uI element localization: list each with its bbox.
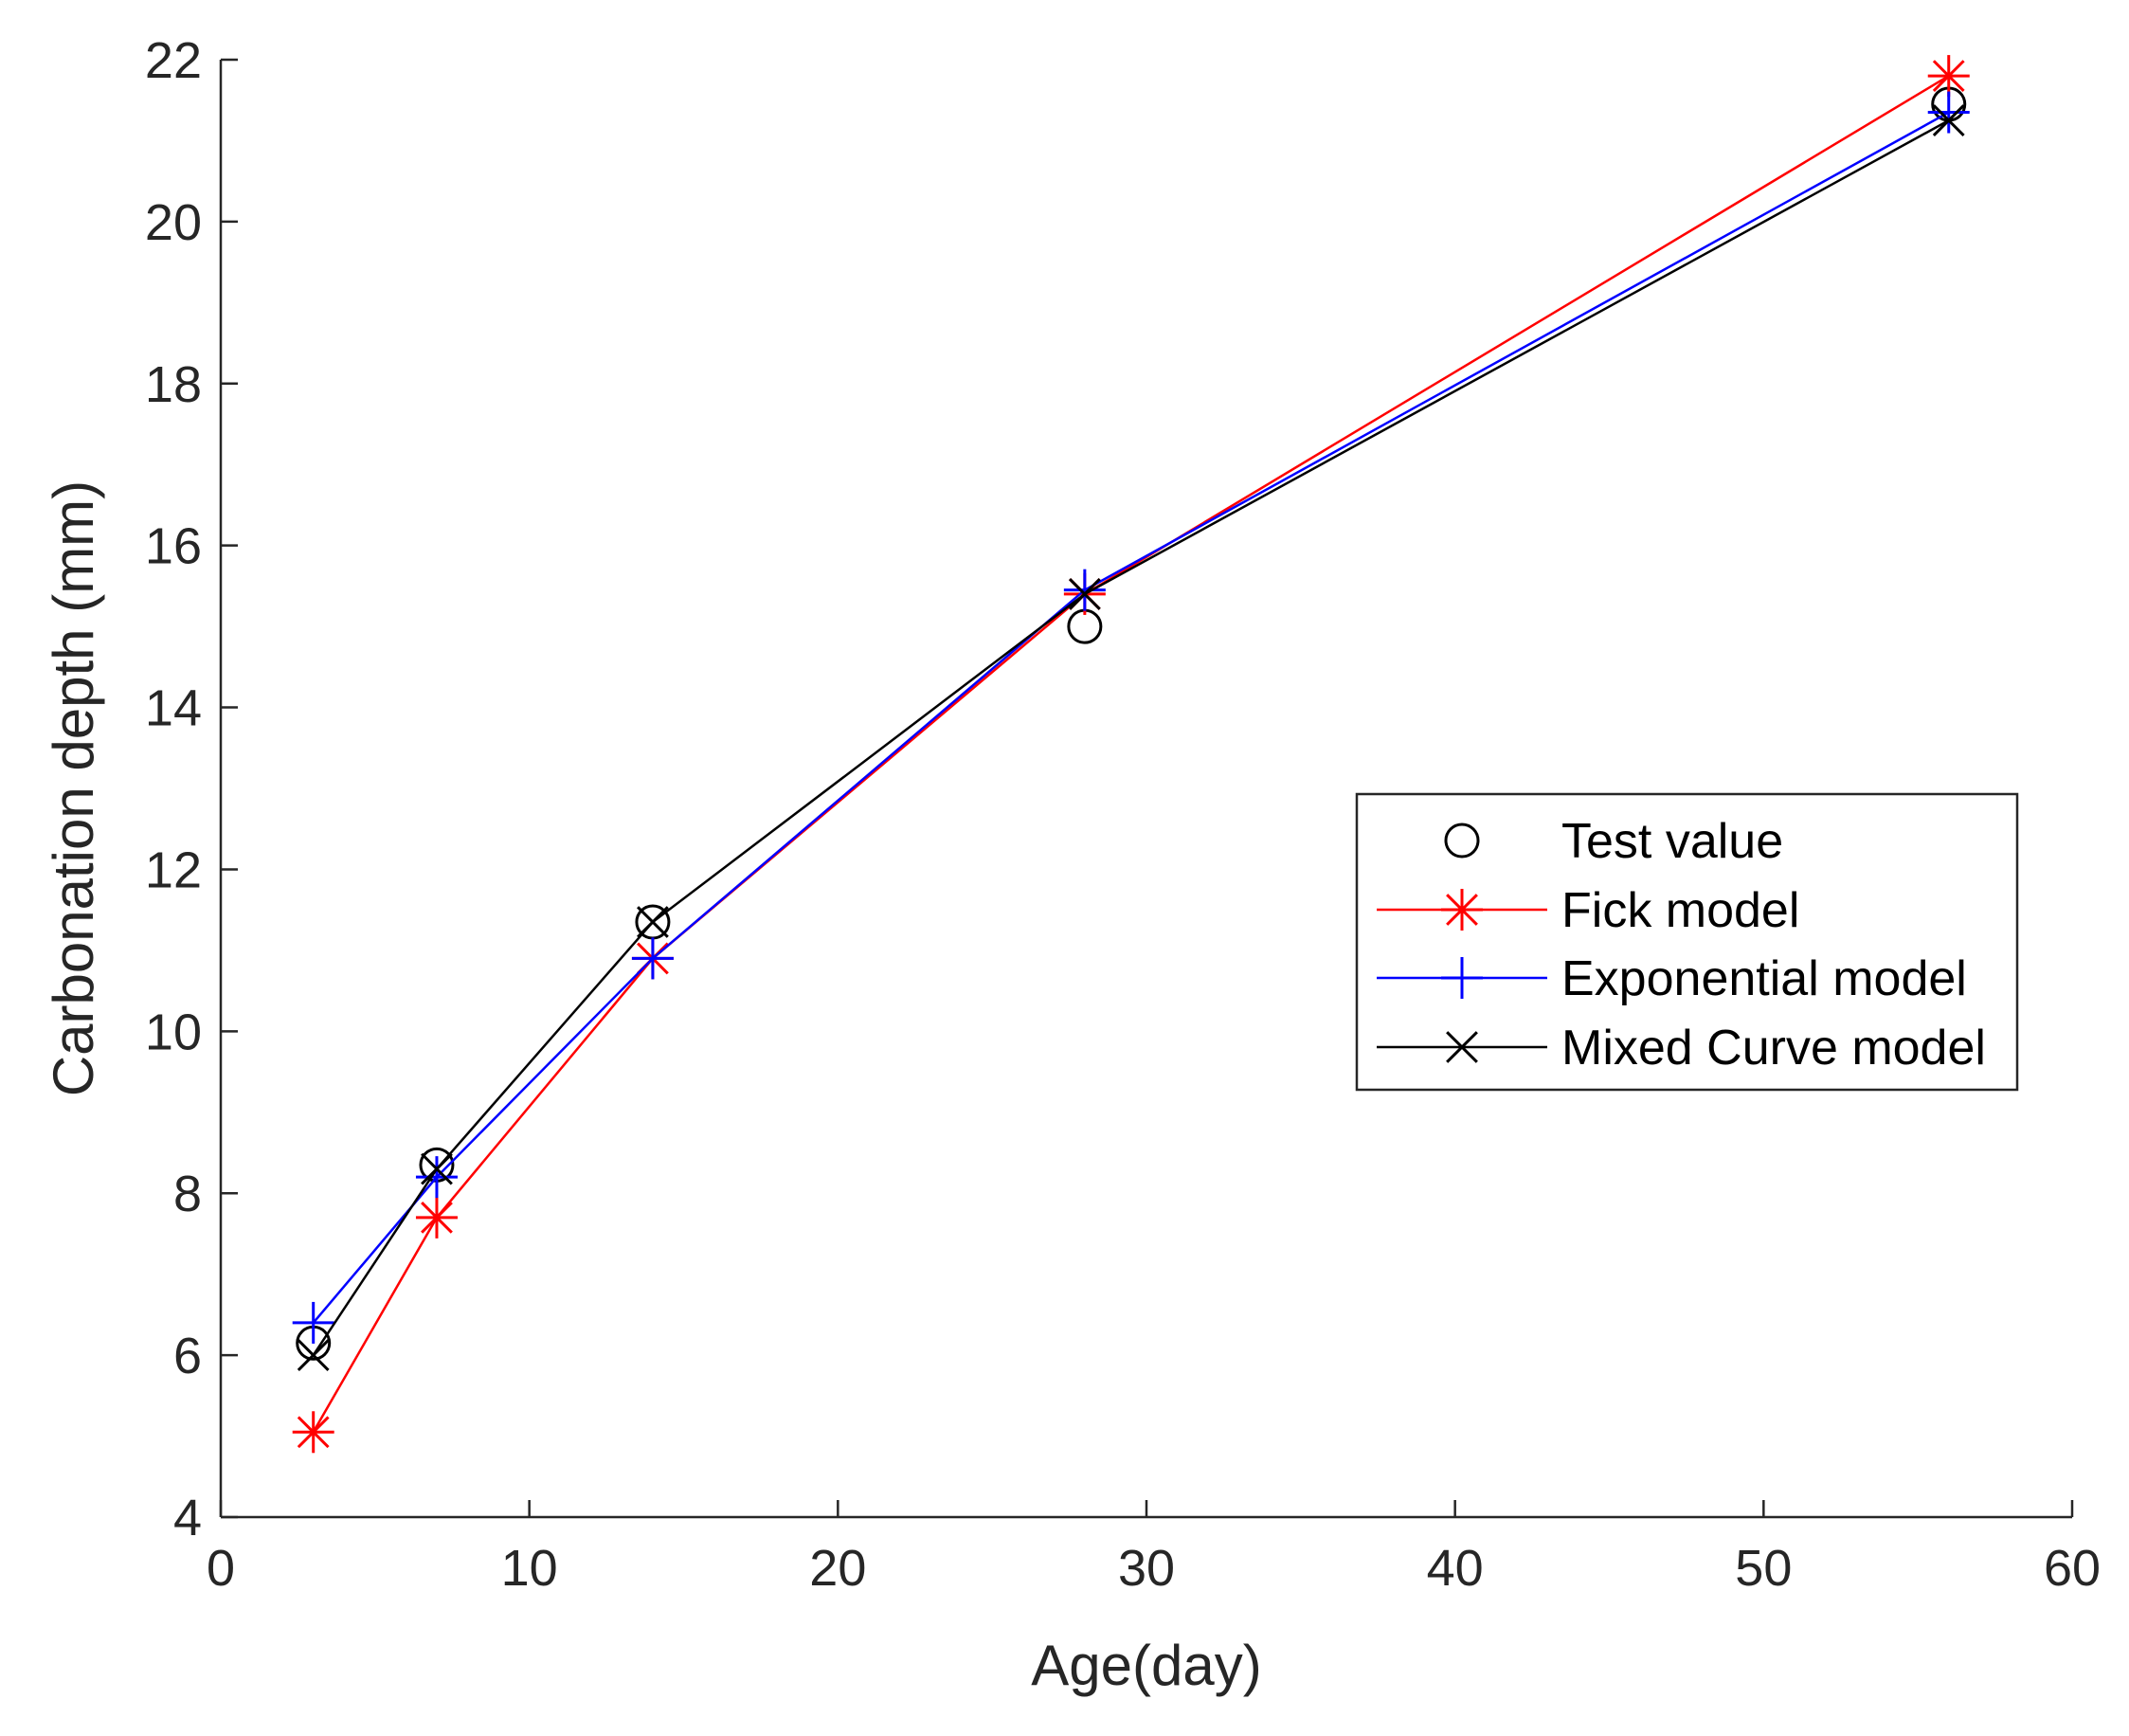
data-point-exponential-model bbox=[1063, 569, 1106, 611]
series-mixed-curve-model bbox=[297, 104, 1965, 1372]
x-tick-label: 40 bbox=[1427, 1540, 1484, 1597]
series-line-mixed-curve-model bbox=[312, 118, 1950, 1356]
data-point-exponential-model bbox=[415, 1156, 458, 1199]
legend-marker-mixed-curve-model bbox=[1446, 1031, 1478, 1063]
data-point-mixed-curve-model bbox=[1932, 104, 1965, 136]
x-tick-label: 50 bbox=[1735, 1540, 1792, 1597]
series-exponential-model bbox=[292, 91, 1970, 1344]
legend-label-mixed-curve-model: Mixed Curve model bbox=[1561, 1021, 1986, 1076]
y-tick-label: 22 bbox=[145, 32, 202, 89]
x-axis-label: Age(day) bbox=[1031, 1634, 1261, 1697]
series-fick-model bbox=[292, 55, 1970, 1454]
legend-label-exponential-model: Exponential model bbox=[1561, 951, 1967, 1006]
data-point-test-value bbox=[1067, 608, 1103, 644]
legend-item-test-value: Test value bbox=[1444, 814, 1783, 869]
legend-marker-exponential-model bbox=[1441, 957, 1483, 999]
series-test-value bbox=[296, 86, 1967, 1361]
y-tick-label: 6 bbox=[173, 1328, 202, 1384]
y-axis-label: Carbonation depth (mm) bbox=[42, 480, 105, 1096]
data-point-fick-model bbox=[292, 1411, 334, 1454]
data-point-mixed-curve-model bbox=[637, 906, 669, 938]
x-tick-label: 0 bbox=[207, 1540, 235, 1597]
x-tick-label: 10 bbox=[501, 1540, 558, 1597]
legend-item-fick-model: Fick model bbox=[1377, 883, 1799, 938]
marker-stroke bbox=[297, 1416, 330, 1449]
y-tick-label: 20 bbox=[145, 194, 202, 251]
data-point-exponential-model bbox=[1927, 91, 1970, 134]
legend-item-exponential-model: Exponential model bbox=[1377, 951, 1967, 1006]
legend: Test value Fick model Exponential model Mix… bbox=[1355, 792, 2019, 1092]
y-tick-label: 16 bbox=[145, 518, 202, 575]
legend-label-fick-model: Fick model bbox=[1561, 883, 1799, 938]
marker-stroke bbox=[1932, 60, 1965, 92]
y-tick-label: 14 bbox=[145, 680, 202, 737]
legend-marker-fick-model bbox=[1441, 889, 1483, 931]
marker-stroke bbox=[1446, 894, 1478, 926]
axes: 0 10 20 30 40 50 60 4 6 8 10 12 14 16 18 20 22 bbox=[145, 32, 2101, 1597]
marker-stroke bbox=[421, 1201, 453, 1234]
legend-marker-test-value bbox=[1444, 823, 1480, 859]
series-line-exponential-model bbox=[312, 111, 1950, 1324]
x-tick-label: 60 bbox=[2044, 1540, 2101, 1597]
legend-label-test-value: Test value bbox=[1561, 814, 1783, 869]
data-point-fick-model bbox=[415, 1196, 458, 1239]
y-tick-label: 4 bbox=[173, 1490, 202, 1546]
marker-stroke bbox=[421, 1152, 453, 1185]
marker-stroke bbox=[297, 1339, 330, 1372]
series-line-fick-model bbox=[312, 75, 1950, 1433]
legend-item-mixed-curve-model: Mixed Curve model bbox=[1377, 1021, 1986, 1076]
data-point-mixed-curve-model bbox=[1068, 578, 1101, 610]
y-tick-label: 8 bbox=[173, 1166, 202, 1222]
data-point-mixed-curve-model bbox=[297, 1339, 330, 1372]
data-point-exponential-model bbox=[292, 1301, 334, 1344]
marker-stroke bbox=[1932, 104, 1965, 136]
data-point-mixed-curve-model bbox=[421, 1152, 453, 1185]
marker-circle bbox=[1444, 823, 1480, 859]
marker-circle bbox=[1067, 608, 1103, 644]
data-point-exponential-model bbox=[631, 937, 674, 980]
data-point-fick-model bbox=[1927, 55, 1970, 98]
y-tick-label: 18 bbox=[145, 356, 202, 413]
marker-stroke bbox=[1446, 1031, 1478, 1063]
marker-stroke bbox=[637, 906, 669, 938]
y-tick-label: 10 bbox=[145, 1004, 202, 1060]
x-tick-label: 20 bbox=[809, 1540, 866, 1597]
x-tick-label: 30 bbox=[1118, 1540, 1175, 1597]
series-layer bbox=[292, 55, 1970, 1454]
marker-stroke bbox=[1068, 578, 1101, 610]
y-tick-label: 12 bbox=[145, 841, 202, 898]
